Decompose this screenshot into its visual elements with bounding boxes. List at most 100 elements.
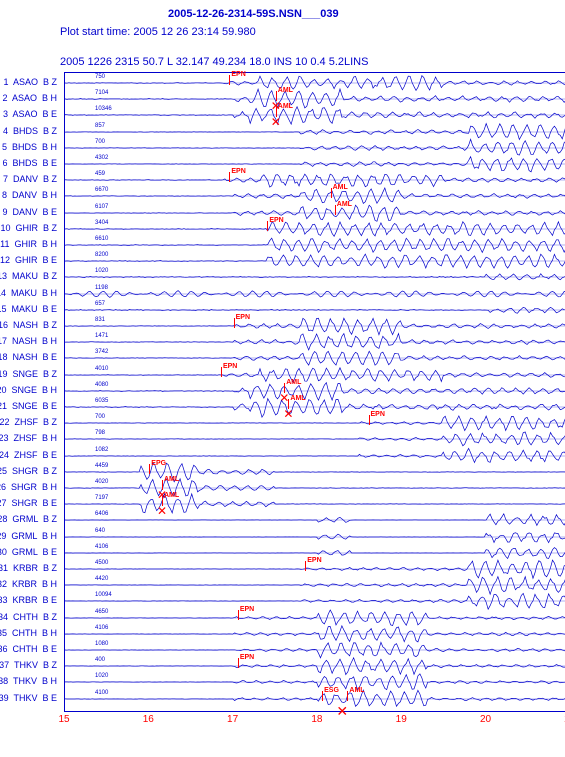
trace-label: 35 CHTH B H [0,628,57,638]
trace-row: 7 DANV B Z459EPN [65,172,565,188]
trace-label: 36 CHTH B E [0,644,57,654]
pick-marker [347,691,348,701]
trace-label: 5 BHDS B H [0,142,57,152]
trace-label: 21 SNGE B E [0,401,57,411]
pick-marker [234,318,235,328]
waveform [65,269,565,285]
waveform [65,610,565,626]
trace-label: 2 ASAO B H [0,93,57,103]
trace-row: 25 SHGR B Z4459EPG [65,464,565,480]
x-tick-label: 19 [396,714,407,725]
pick-marker [229,75,230,85]
waveform [65,593,565,609]
pick-marker [238,658,239,668]
waveform [65,318,565,334]
pick-marker [305,561,306,571]
waveform [65,75,565,91]
trace-row: 11 GHIR B H6610 [65,237,565,253]
waveform [65,399,565,415]
waveform [65,658,565,674]
waveform [65,253,565,269]
trace-row: 30 GRML B E4106 [65,545,565,561]
trace-row: 9 DANV B E6107AML [65,205,565,221]
trace-row: 15 MAKU B E657 [65,302,565,318]
waveform [65,464,565,480]
trace-label: 30 GRML B E [0,547,57,557]
trace-row: 10 GHIR B Z3404EPN [65,221,565,237]
trace-row: 13 MAKU B Z1020 [65,269,565,285]
waveform [65,545,565,561]
trace-label: 23 ZHSF B H [0,433,57,443]
trace-row: 17 NASH B H1471 [65,334,565,350]
x-origin-marker: ✕ [336,704,348,718]
trace-row: 31 KRBR B Z4500EPN [65,561,565,577]
trace-row: 35 CHTH B H4106 [65,626,565,642]
waveform [65,383,565,399]
trace-row: 23 ZHSF B H798 [65,431,565,447]
trace-row: 12 GHIR B E8200 [65,253,565,269]
trace-row: 18 NASH B E3742 [65,350,565,366]
trace-row: 33 KRBR B E10094 [65,593,565,609]
trace-label: 24 ZHSF B E [0,450,57,460]
trace-row: 26 SHGR B H4020AML✕ [65,480,565,496]
trace-label: 13 MAKU B Z [0,271,57,281]
waveform [65,367,565,383]
waveform [65,124,565,140]
x-tick-label: 16 [143,714,154,725]
trace-label: 25 SHGR B Z [0,466,57,476]
waveform [65,691,565,707]
trace-row: 2 ASAO B H7104AML✕ [65,91,565,107]
trace-label: 34 CHTH B Z [0,612,57,622]
event-line: 2005 1226 2315 50.7 L 32.147 49.234 18.0… [0,38,565,72]
waveform [65,448,565,464]
trace-label: 39 THKV B E [0,693,57,703]
seismogram-plot: 1 ASAO B Z750EPN 2 ASAO B H7104AML✕ 3 AS… [64,72,565,712]
trace-label: 7 DANV B Z [0,174,57,184]
pick-marker [335,205,336,215]
pick-marker [149,464,150,474]
trace-label: 8 DANV B H [0,190,57,200]
x-tick-label: 18 [311,714,322,725]
pick-marker [331,188,332,198]
trace-row: 22 ZHSF B Z700EPN [65,415,565,431]
trace-label: 26 SHGR B H [0,482,57,492]
trace-row: 19 SNGE B Z4010EPN [65,367,565,383]
waveform [65,205,565,221]
waveform [65,577,565,593]
waveform [65,642,565,658]
trace-row: 37 THKV B Z400EPN [65,658,565,674]
trace-label: 29 GRML B H [0,531,57,541]
trace-label: 6 BHDS B E [0,158,57,168]
trace-row: 39 THKV B E4100ESGAML [65,691,565,707]
trace-label: 10 GHIR B Z [0,223,57,233]
waveform [65,286,565,302]
trace-row: 14 MAKU B H1198 [65,286,565,302]
waveform [65,302,565,318]
pick-marker [369,415,370,425]
x-tick-label: 17 [227,714,238,725]
trace-row: 28 GRML B Z6406 [65,512,565,528]
waveform [65,221,565,237]
waveform [65,561,565,577]
trace-row: 24 ZHSF B E1082 [65,448,565,464]
waveform [65,188,565,204]
trace-row: 6 BHDS B E4302 [65,156,565,172]
waveform [65,415,565,431]
trace-row: 21 SNGE B E6035AML✕ [65,399,565,415]
trace-label: 12 GHIR B E [0,255,57,265]
x-axis: 15161718192021✕ [64,712,565,732]
trace-label: 18 NASH B E [0,352,57,362]
pick-marker [229,172,230,182]
trace-row: 16 NASH B Z831EPN [65,318,565,334]
waveform [65,674,565,690]
waveform [65,496,565,512]
waveform [65,172,565,188]
trace-label: 20 SNGE B H [0,385,57,395]
trace-row: 3 ASAO B E10346AML✕ [65,107,565,123]
trace-label: 9 DANV B E [0,207,57,217]
waveform [65,140,565,156]
trace-row: 4 BHDS B Z857 [65,124,565,140]
trace-row: 20 SNGE B H4080AML✕ [65,383,565,399]
trace-label: 31 KRBR B Z [0,563,57,573]
trace-row: 27 SHGR B E7197AML✕ [65,496,565,512]
